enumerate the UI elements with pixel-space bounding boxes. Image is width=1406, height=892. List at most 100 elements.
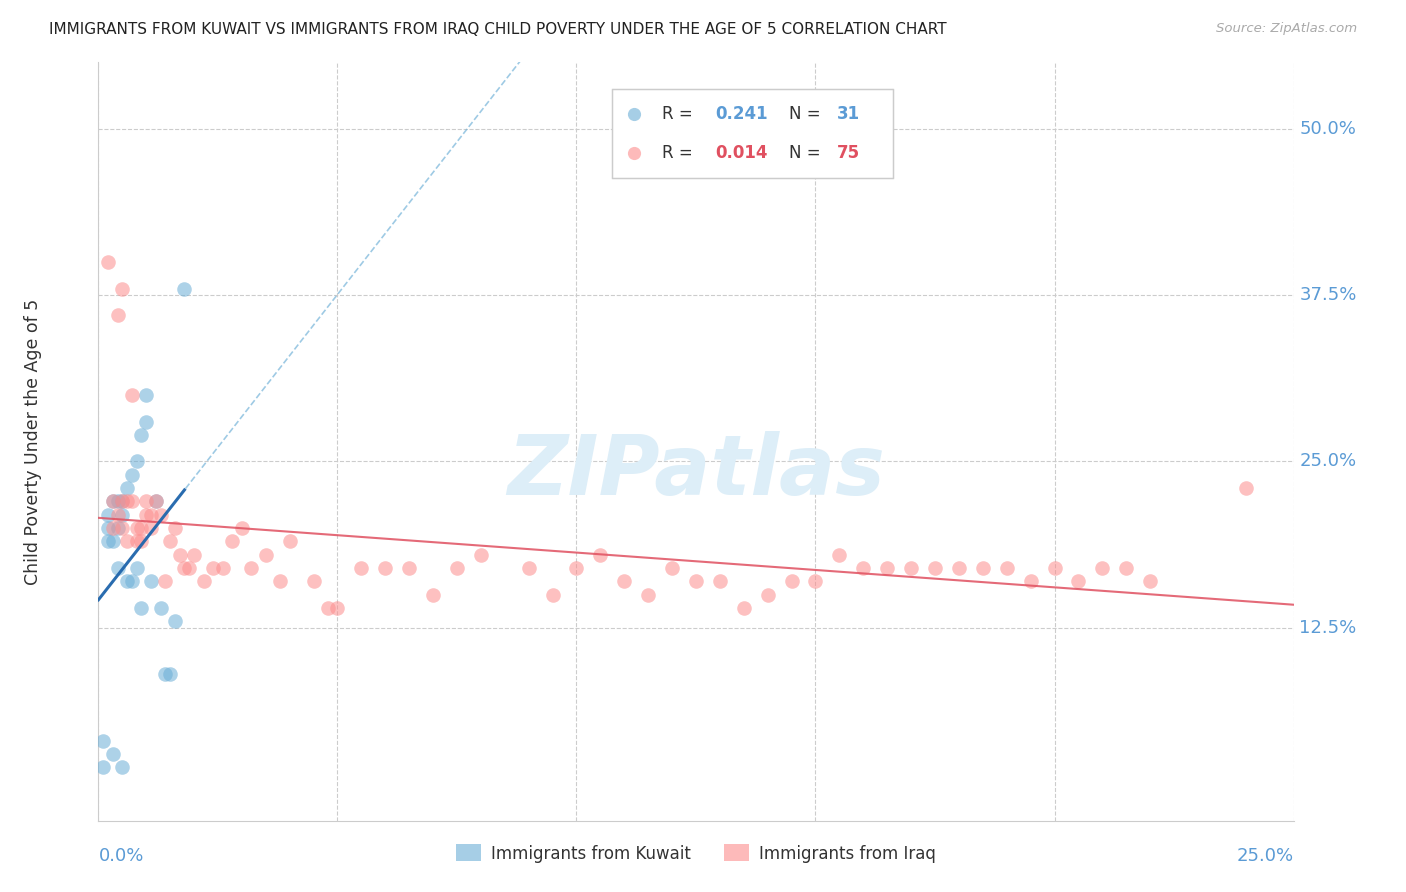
Point: [565, 561, 588, 575]
Text: 37.5%: 37.5%: [1299, 286, 1357, 304]
Text: 12.5%: 12.5%: [1299, 619, 1357, 637]
Point: [733, 600, 755, 615]
Point: [1019, 574, 1042, 589]
Point: [107, 308, 129, 322]
Point: [221, 534, 243, 549]
Point: [173, 282, 195, 296]
Point: [107, 494, 129, 508]
Point: [637, 587, 659, 601]
Text: 25.0%: 25.0%: [1236, 847, 1294, 865]
Point: [97, 255, 120, 269]
Point: [972, 561, 994, 575]
Point: [155, 574, 177, 589]
Point: [97, 521, 120, 535]
Point: [398, 561, 420, 575]
Point: [589, 548, 612, 562]
Point: [183, 548, 205, 562]
Point: [121, 467, 143, 482]
Point: [995, 561, 1018, 575]
Point: [131, 521, 153, 535]
Point: [1234, 481, 1257, 495]
Text: 0.241: 0.241: [716, 105, 768, 123]
Point: [91, 734, 114, 748]
Point: [115, 481, 138, 495]
Point: [111, 508, 134, 522]
Point: [269, 574, 291, 589]
Point: [111, 521, 134, 535]
Point: [804, 574, 827, 589]
Point: [756, 587, 779, 601]
Point: [169, 548, 191, 562]
Point: [1067, 574, 1090, 589]
Point: [159, 534, 181, 549]
Point: [316, 600, 339, 615]
Point: [111, 760, 134, 774]
Point: [91, 760, 114, 774]
Point: [613, 574, 636, 589]
Point: [121, 574, 143, 589]
Point: [240, 561, 263, 575]
Point: [155, 667, 177, 681]
Point: [661, 561, 683, 575]
Point: [135, 494, 157, 508]
Point: [159, 667, 181, 681]
Point: [107, 521, 129, 535]
Text: IMMIGRANTS FROM KUWAIT VS IMMIGRANTS FROM IRAQ CHILD POVERTY UNDER THE AGE OF 5 : IMMIGRANTS FROM KUWAIT VS IMMIGRANTS FRO…: [49, 22, 946, 37]
Point: [1115, 561, 1137, 575]
Point: [131, 600, 153, 615]
Point: [101, 534, 124, 549]
Point: [173, 561, 195, 575]
Point: [1043, 561, 1066, 575]
Point: [900, 561, 922, 575]
Point: [111, 494, 134, 508]
Point: [709, 574, 731, 589]
Point: [139, 521, 162, 535]
Point: [446, 561, 468, 575]
Point: [107, 561, 129, 575]
Point: [685, 574, 707, 589]
Text: 75: 75: [837, 145, 859, 162]
Point: [131, 534, 153, 549]
Point: [125, 521, 148, 535]
Point: [101, 494, 124, 508]
Point: [541, 587, 564, 601]
Point: [623, 146, 645, 161]
Point: [97, 534, 120, 549]
Point: [115, 534, 138, 549]
Text: R =: R =: [662, 145, 699, 162]
Point: [145, 494, 167, 508]
Point: [111, 282, 134, 296]
Point: [422, 587, 444, 601]
Point: [193, 574, 215, 589]
Text: 25.0%: 25.0%: [1299, 452, 1357, 470]
Point: [1139, 574, 1161, 589]
Point: [780, 574, 803, 589]
Point: [139, 508, 162, 522]
Point: [139, 574, 162, 589]
Point: [111, 494, 134, 508]
Point: [115, 574, 138, 589]
Point: [202, 561, 225, 575]
Point: [517, 561, 540, 575]
Text: 0.014: 0.014: [716, 145, 768, 162]
Point: [125, 534, 148, 549]
Point: [121, 388, 143, 402]
Point: [107, 508, 129, 522]
Point: [163, 614, 186, 628]
Point: [179, 561, 201, 575]
Point: [135, 508, 157, 522]
Point: [623, 107, 645, 121]
Point: [131, 428, 153, 442]
Point: [135, 415, 157, 429]
Text: 50.0%: 50.0%: [1299, 120, 1357, 138]
Text: 0.0%: 0.0%: [98, 847, 143, 865]
Point: [302, 574, 325, 589]
Text: Child Poverty Under the Age of 5: Child Poverty Under the Age of 5: [24, 299, 42, 584]
Point: [115, 494, 138, 508]
Point: [924, 561, 946, 575]
Point: [101, 521, 124, 535]
Point: [852, 561, 875, 575]
Point: [1091, 561, 1114, 575]
Point: [125, 454, 148, 468]
Point: [101, 747, 124, 761]
